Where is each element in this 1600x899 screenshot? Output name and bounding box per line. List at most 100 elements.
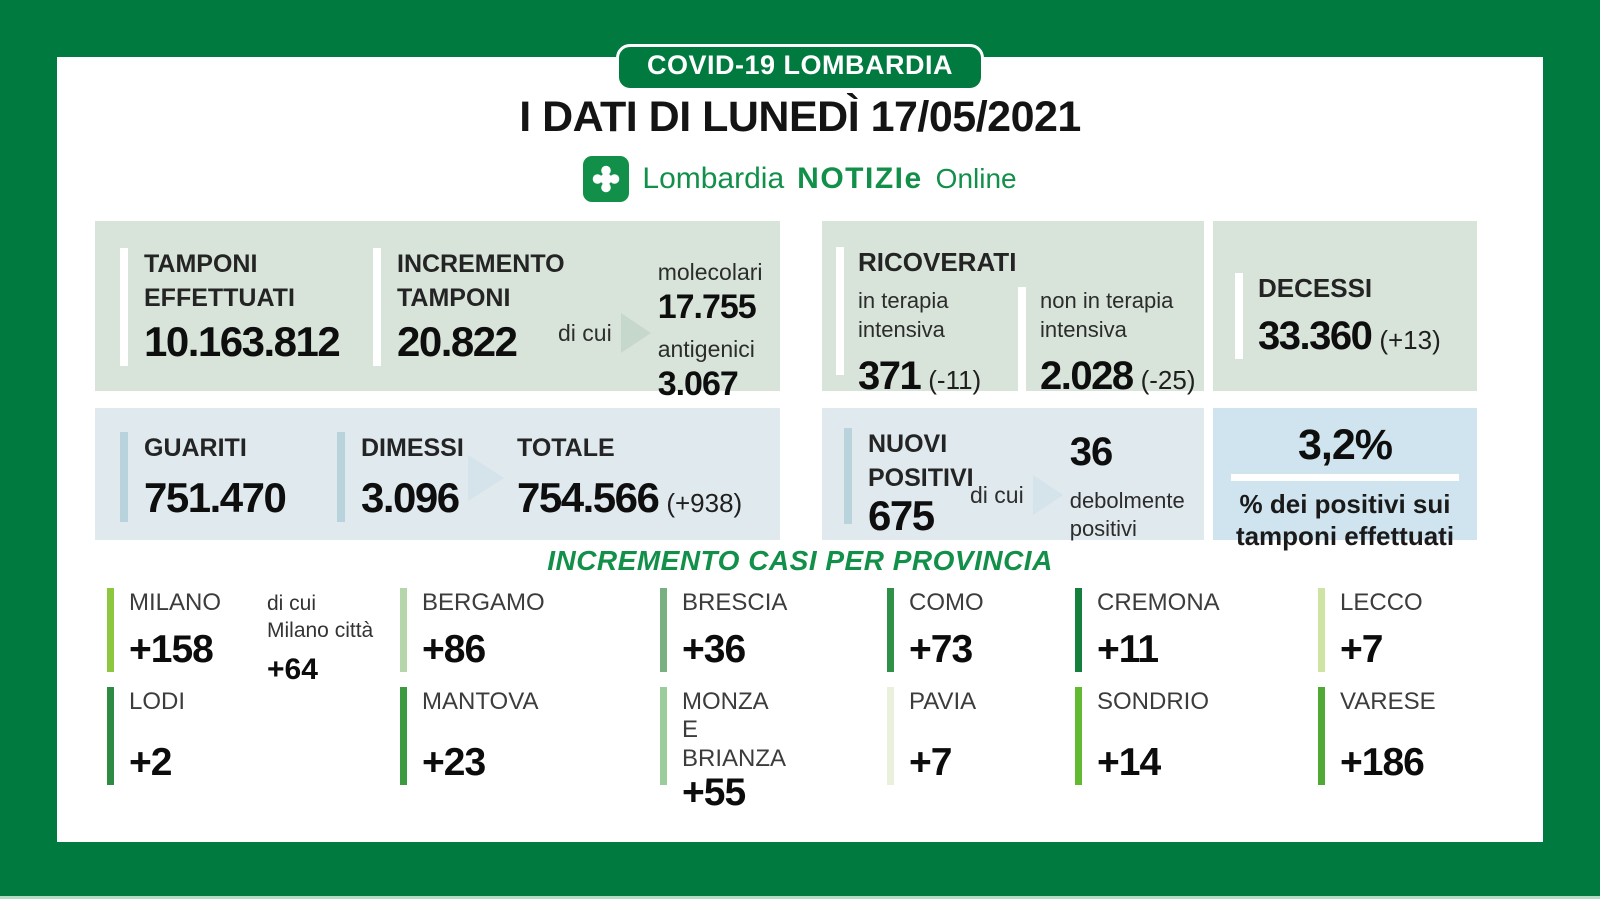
totale-value: 754.566 (517, 474, 660, 521)
percentuale-value: 3,2% (1297, 421, 1393, 469)
province-bar (400, 588, 407, 672)
province-cremona: CREMONA +11 (1075, 588, 1318, 672)
stat-incremento-tamponi: INCREMENTO TAMPONI 20.822 (373, 248, 565, 366)
province-mantova: MANTOVA +23 (400, 687, 660, 785)
province-name: MANTOVA (422, 688, 539, 715)
tamponi-effettuati-value: 10.163.812 (144, 318, 341, 365)
rosa-camuna-glyph (593, 165, 620, 193)
logo-text-lombardia: Lombardia (642, 162, 785, 195)
province-bar (887, 687, 894, 785)
terapia-intensiva-delta: (-11) (928, 365, 982, 396)
incremento-tamponi-label: INCREMENTO TAMPONI (397, 250, 565, 312)
province-bar (1318, 687, 1325, 785)
terapia-intensiva-block: in terapia intensiva 371 (-11) (858, 287, 1018, 399)
terapia-intensiva-label: in terapia intensiva (858, 288, 949, 342)
covid-lombardia-badge: COVID-19 LOMBARDIA (615, 44, 985, 91)
stat-tamponi-effettuati: TAMPONI EFFETTUATI 10.163.812 (120, 248, 373, 366)
tamponi-effettuati-label: TAMPONI EFFETTUATI (144, 250, 295, 312)
province-value: +186 (1340, 741, 1425, 784)
province-pavia: PAVIA +7 (887, 687, 1075, 785)
province-value: +73 (909, 628, 973, 671)
province-bar (107, 687, 114, 785)
province-name: MILANO (129, 589, 222, 616)
stat-nuovi-positivi: NUOVI POSITIVI 675 (844, 428, 974, 537)
totale-label: TOTALE (517, 434, 615, 462)
province-name: COMO (909, 589, 984, 616)
province-bar (660, 588, 667, 672)
ricoverati-label: RICOVERATI (858, 247, 1017, 277)
decessi-value: 33.360 (1258, 314, 1373, 358)
dimessi-label: DIMESSI (361, 434, 464, 462)
percentuale-underline (1231, 474, 1459, 481)
stats-row-tamponi: TAMPONI EFFETTUATI 10.163.812 INCREMENTO… (95, 221, 1481, 403)
logo-text-online: Online (935, 163, 1017, 194)
province-grid: MILANO +158 di cui Milano città +64 BERG… (107, 588, 1507, 812)
card-guariti-dimessi: GUARITI 751.470 DIMESSI 3.096 TOTALE 754… (95, 408, 780, 540)
stat-guariti: GUARITI 751.470 (120, 432, 337, 522)
ricoverati-content: RICOVERATI in terapia intensiva 371 (-11… (836, 247, 1204, 400)
province-value: +23 (422, 741, 486, 784)
terapia-intensiva-valrow: 371 (-11) (858, 354, 1018, 399)
province-value: +2 (129, 741, 172, 784)
debolmente-positivi-block: 36 debolmente positivi (1069, 428, 1204, 541)
lombardia-notizie-logo: Lombardia NOTIZIe Online (57, 153, 1543, 205)
infographic-panel: COVID-19 LOMBARDIA I DATI DI LUNEDÌ 17/0… (57, 44, 1543, 842)
province-bar (887, 588, 894, 672)
totale-valrow: 754.566 (+938) (517, 477, 742, 522)
province-brescia: BRESCIA +36 (660, 588, 887, 672)
totale-delta: (+938) (666, 488, 743, 518)
percentuale-label: % dei positivi sui tamponi effettuati (1235, 489, 1455, 551)
card-decessi: DECESSI 33.360 (+13) (1213, 221, 1477, 391)
province-milano: MILANO +158 di cui Milano città +64 (107, 588, 400, 686)
province-bar (107, 588, 114, 672)
guariti-label: GUARITI (144, 434, 247, 462)
decessi-valrow: 33.360 (+13) (1258, 314, 1477, 359)
card-tamponi: TAMPONI EFFETTUATI 10.163.812 INCREMENTO… (95, 221, 780, 403)
decessi-delta: (+13) (1379, 325, 1441, 355)
province-name: LECCO (1340, 589, 1423, 616)
rosa-camuna-icon (583, 156, 630, 202)
debolmente-positivi-label: debolmente positivi (1069, 488, 1185, 541)
di-cui-block: di cui (558, 312, 652, 354)
milano-citta-value: +64 (267, 652, 318, 686)
province-value: +86 (422, 628, 486, 671)
province-name: VARESE (1340, 688, 1436, 715)
molecolari-value: 17.755 (657, 287, 757, 326)
province-bar (1075, 687, 1082, 785)
guariti-value: 751.470 (144, 474, 287, 521)
province-value: +14 (1097, 741, 1161, 784)
province-monza-e-brianza: MONZA E BRIANZA +55 (660, 687, 887, 812)
right-arrow-icon (1032, 475, 1063, 515)
milano-citta-label: Milano città (267, 619, 374, 643)
non-terapia-intensiva-valrow: 2.028 (-25) (1040, 354, 1196, 399)
right-arrow-icon (468, 455, 504, 501)
non-terapia-intensiva-block: non in terapia intensiva 2.028 (-25) (1018, 287, 1196, 400)
di-cui-block: di cui (970, 474, 1064, 516)
province-name: CREMONA (1097, 589, 1220, 616)
province-sondrio: SONDRIO +14 (1075, 687, 1318, 785)
province-value: +7 (909, 741, 952, 784)
province-name: BERGAMO (422, 589, 545, 616)
non-terapia-intensiva-value: 2.028 (1040, 354, 1134, 399)
province-name: PAVIA (909, 688, 977, 715)
stat-dimessi: DIMESSI 3.096 (337, 432, 465, 522)
ricoverati-columns: in terapia intensiva 371 (-11) non in te… (858, 287, 1204, 400)
province-section-heading: INCREMENTO CASI PER PROVINCIA (547, 545, 1053, 576)
milano-citta-di-cui: di cui (267, 592, 317, 615)
antigenici-label: antigenici (657, 336, 755, 363)
province-bar (1075, 588, 1082, 672)
province-name: BRESCIA (682, 589, 788, 616)
decessi-label: DECESSI (1258, 273, 1373, 303)
province-bar (1318, 588, 1325, 672)
province-bergamo: BERGAMO +86 (400, 588, 660, 672)
stat-totale: TOTALE 754.566 (+938) (517, 432, 742, 522)
province-value: +11 (1097, 628, 1159, 671)
province-como: COMO +73 (887, 588, 1075, 672)
milano-citta-block: di cui Milano città +64 (267, 590, 373, 687)
non-terapia-intensiva-label: non in terapia intensiva (1040, 288, 1174, 342)
di-cui-label: di cui (970, 481, 1024, 508)
card-ricoverati: RICOVERATI in terapia intensiva 371 (-11… (822, 221, 1204, 400)
bottom-edge-strip (0, 896, 1600, 899)
province-lecco: LECCO +7 (1318, 588, 1507, 672)
